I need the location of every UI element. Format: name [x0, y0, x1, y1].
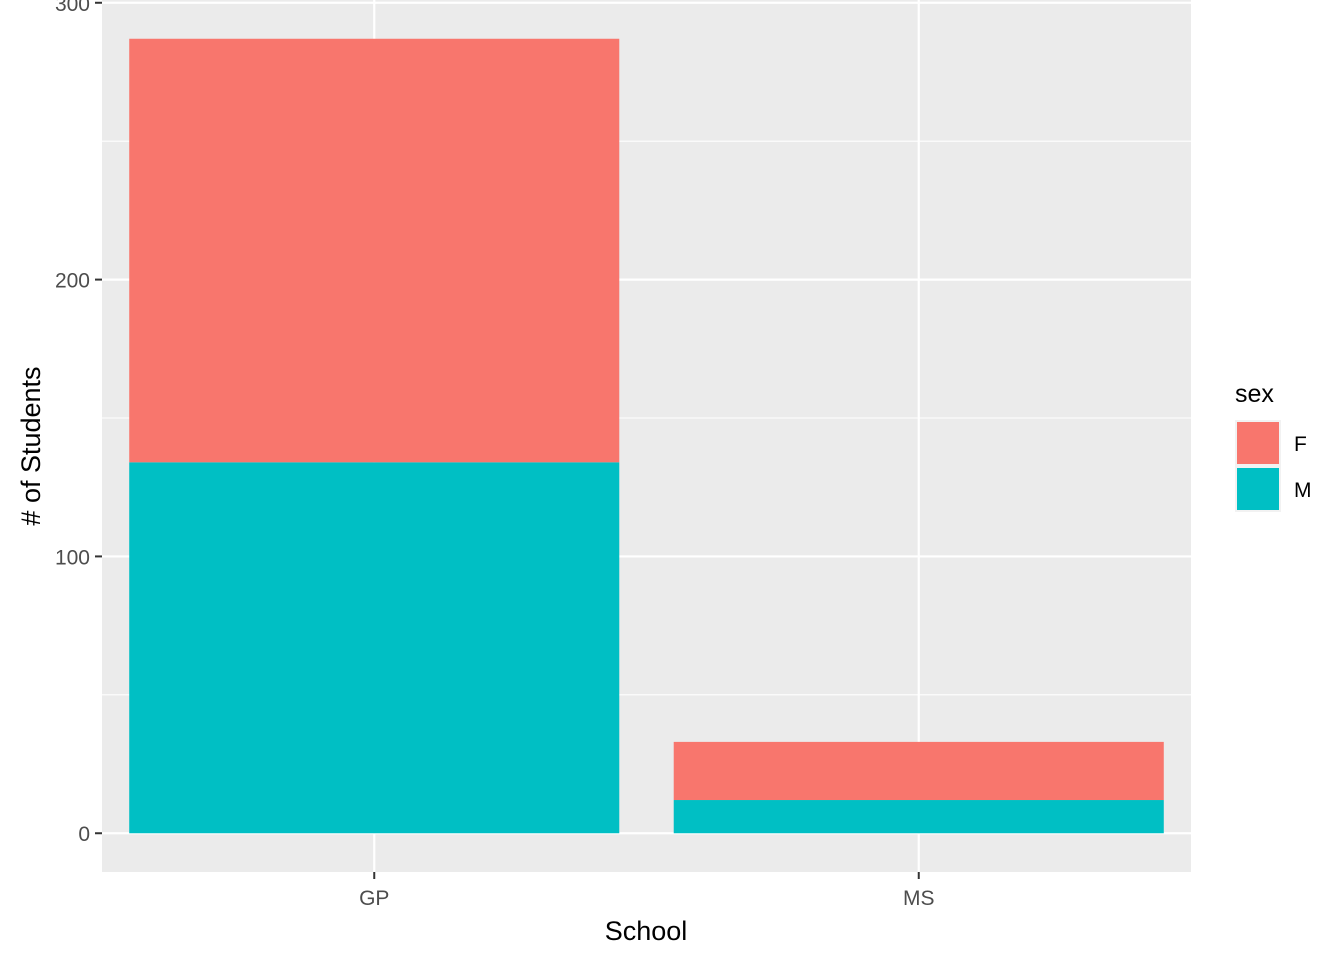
bar-GP-M: [129, 462, 620, 834]
legend: sex FM: [1235, 380, 1312, 512]
legend-label-F: F: [1294, 433, 1307, 456]
x-axis: GP MS: [359, 872, 935, 910]
legend-title: sex: [1235, 380, 1274, 408]
y-tick-label: 200: [55, 270, 90, 293]
y-tick-label: 100: [55, 546, 90, 569]
legend-swatch-M: [1237, 468, 1279, 510]
legend-swatch-F: [1237, 422, 1279, 464]
bars: [129, 38, 1164, 834]
x-tick-label: GP: [359, 887, 389, 910]
bar-MS-M: [673, 800, 1164, 834]
y-tick-label: 300: [55, 0, 90, 16]
legend-label-M: M: [1294, 479, 1312, 502]
x-axis-title: School: [605, 916, 688, 946]
y-axis-title: # of Students: [16, 366, 46, 525]
y-tick-label: 0: [78, 823, 90, 846]
bar-GP-F: [129, 38, 620, 463]
bar-MS-F: [673, 741, 1164, 801]
y-axis: 0 100 200 300: [55, 0, 102, 846]
x-tick-label: MS: [903, 887, 935, 910]
